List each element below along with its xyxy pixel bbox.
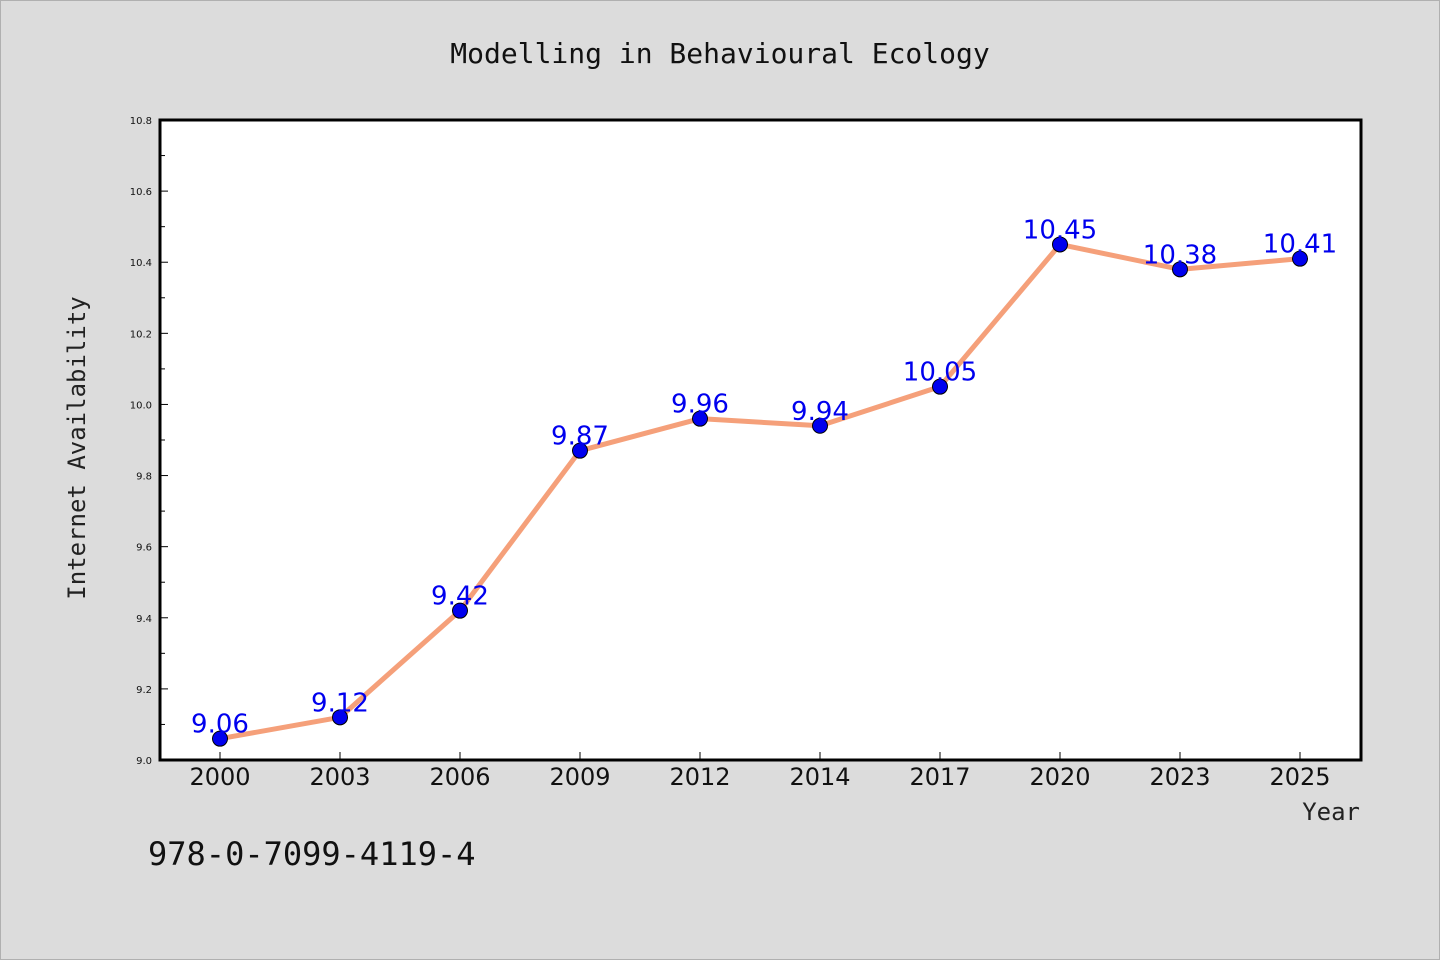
- data-label: 10.45: [1023, 215, 1097, 245]
- x-tick-label: 2012: [669, 763, 730, 791]
- data-point: [212, 730, 228, 747]
- data-point: [932, 378, 948, 395]
- chart-title: Modelling in Behavioural Ecology: [450, 37, 989, 70]
- data-point: [1172, 261, 1188, 278]
- y-tick-label: 10.0: [130, 400, 152, 411]
- data-point: [812, 417, 828, 434]
- data-label: 9.96: [671, 390, 729, 420]
- data-labels-group: 9.06 9.12 9.42 9.87 9.96 9.94 10.05 10.45 10.38 1…: [191, 215, 1337, 739]
- y-tick-label: 9.2: [136, 685, 152, 696]
- y-tick-label: 9.6: [136, 543, 152, 554]
- data-label: 9.06: [191, 710, 249, 740]
- isbn-text: 978-0-7099-4119-4: [148, 835, 476, 873]
- data-label: 9.87: [551, 422, 609, 452]
- data-label: 9.94: [791, 397, 849, 427]
- y-axis: 9.0 9.2 9.4 9.6 9.8 10.0 10.2 10.4 10.6 10.8: [130, 116, 168, 767]
- x-tick-label: 2009: [549, 763, 610, 791]
- x-tick-label: 2017: [909, 763, 970, 791]
- data-point: [452, 602, 468, 619]
- data-label: 9.42: [431, 582, 489, 612]
- x-tick-label: 2003: [309, 763, 370, 791]
- data-label: 9.12: [311, 688, 369, 718]
- series-group: [212, 236, 1308, 747]
- data-label: 10.41: [1263, 230, 1337, 260]
- x-tick-label: 2000: [189, 763, 250, 791]
- data-point: [332, 709, 348, 726]
- data-point: [572, 442, 588, 459]
- x-tick-label: 2023: [1149, 763, 1210, 791]
- x-tick-label: 2014: [789, 763, 850, 791]
- y-tick-label: 10.8: [130, 116, 152, 127]
- y-tick-label: 10.4: [130, 258, 152, 269]
- x-tick-label: 2006: [429, 763, 490, 791]
- data-point: [692, 410, 708, 427]
- x-tick-label: 2025: [1269, 763, 1330, 791]
- y-tick-label: 9.0: [136, 756, 152, 767]
- y-tick-label: 9.8: [136, 472, 152, 483]
- series-line: [219, 241, 1301, 742]
- y-tick-label: 10.6: [130, 187, 152, 198]
- data-label: 10.05: [903, 358, 977, 388]
- y-tick-label: 10.2: [130, 329, 152, 340]
- data-point: [1292, 250, 1308, 267]
- x-axis: 2000 2003 2006 2009 2012 2014 2017 2020 2023 2025: [189, 752, 1331, 791]
- data-label: 10.38: [1143, 240, 1217, 270]
- x-axis-label: Year: [1302, 798, 1360, 826]
- plot-area: [158, 118, 1363, 762]
- x-tick-label: 2020: [1029, 763, 1090, 791]
- y-axis-label: Internet Availability: [63, 296, 91, 599]
- data-point: [1052, 236, 1068, 253]
- y-tick-label: 9.4: [136, 614, 152, 625]
